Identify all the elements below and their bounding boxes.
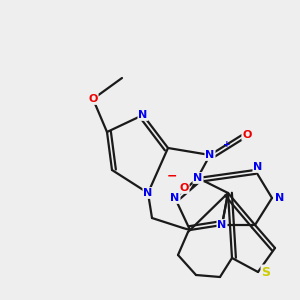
Text: S: S bbox=[262, 266, 271, 278]
Text: N: N bbox=[143, 188, 153, 198]
Text: O: O bbox=[242, 130, 252, 140]
Text: N: N bbox=[170, 193, 180, 203]
Text: N: N bbox=[275, 193, 285, 203]
Text: N: N bbox=[206, 150, 214, 160]
Text: N: N bbox=[254, 162, 262, 172]
Text: N: N bbox=[138, 110, 148, 120]
Text: N: N bbox=[218, 220, 226, 230]
Text: −: − bbox=[167, 170, 178, 183]
Text: +: + bbox=[223, 140, 231, 149]
Text: N: N bbox=[194, 173, 202, 183]
Text: O: O bbox=[88, 94, 98, 104]
Text: O: O bbox=[179, 183, 189, 193]
